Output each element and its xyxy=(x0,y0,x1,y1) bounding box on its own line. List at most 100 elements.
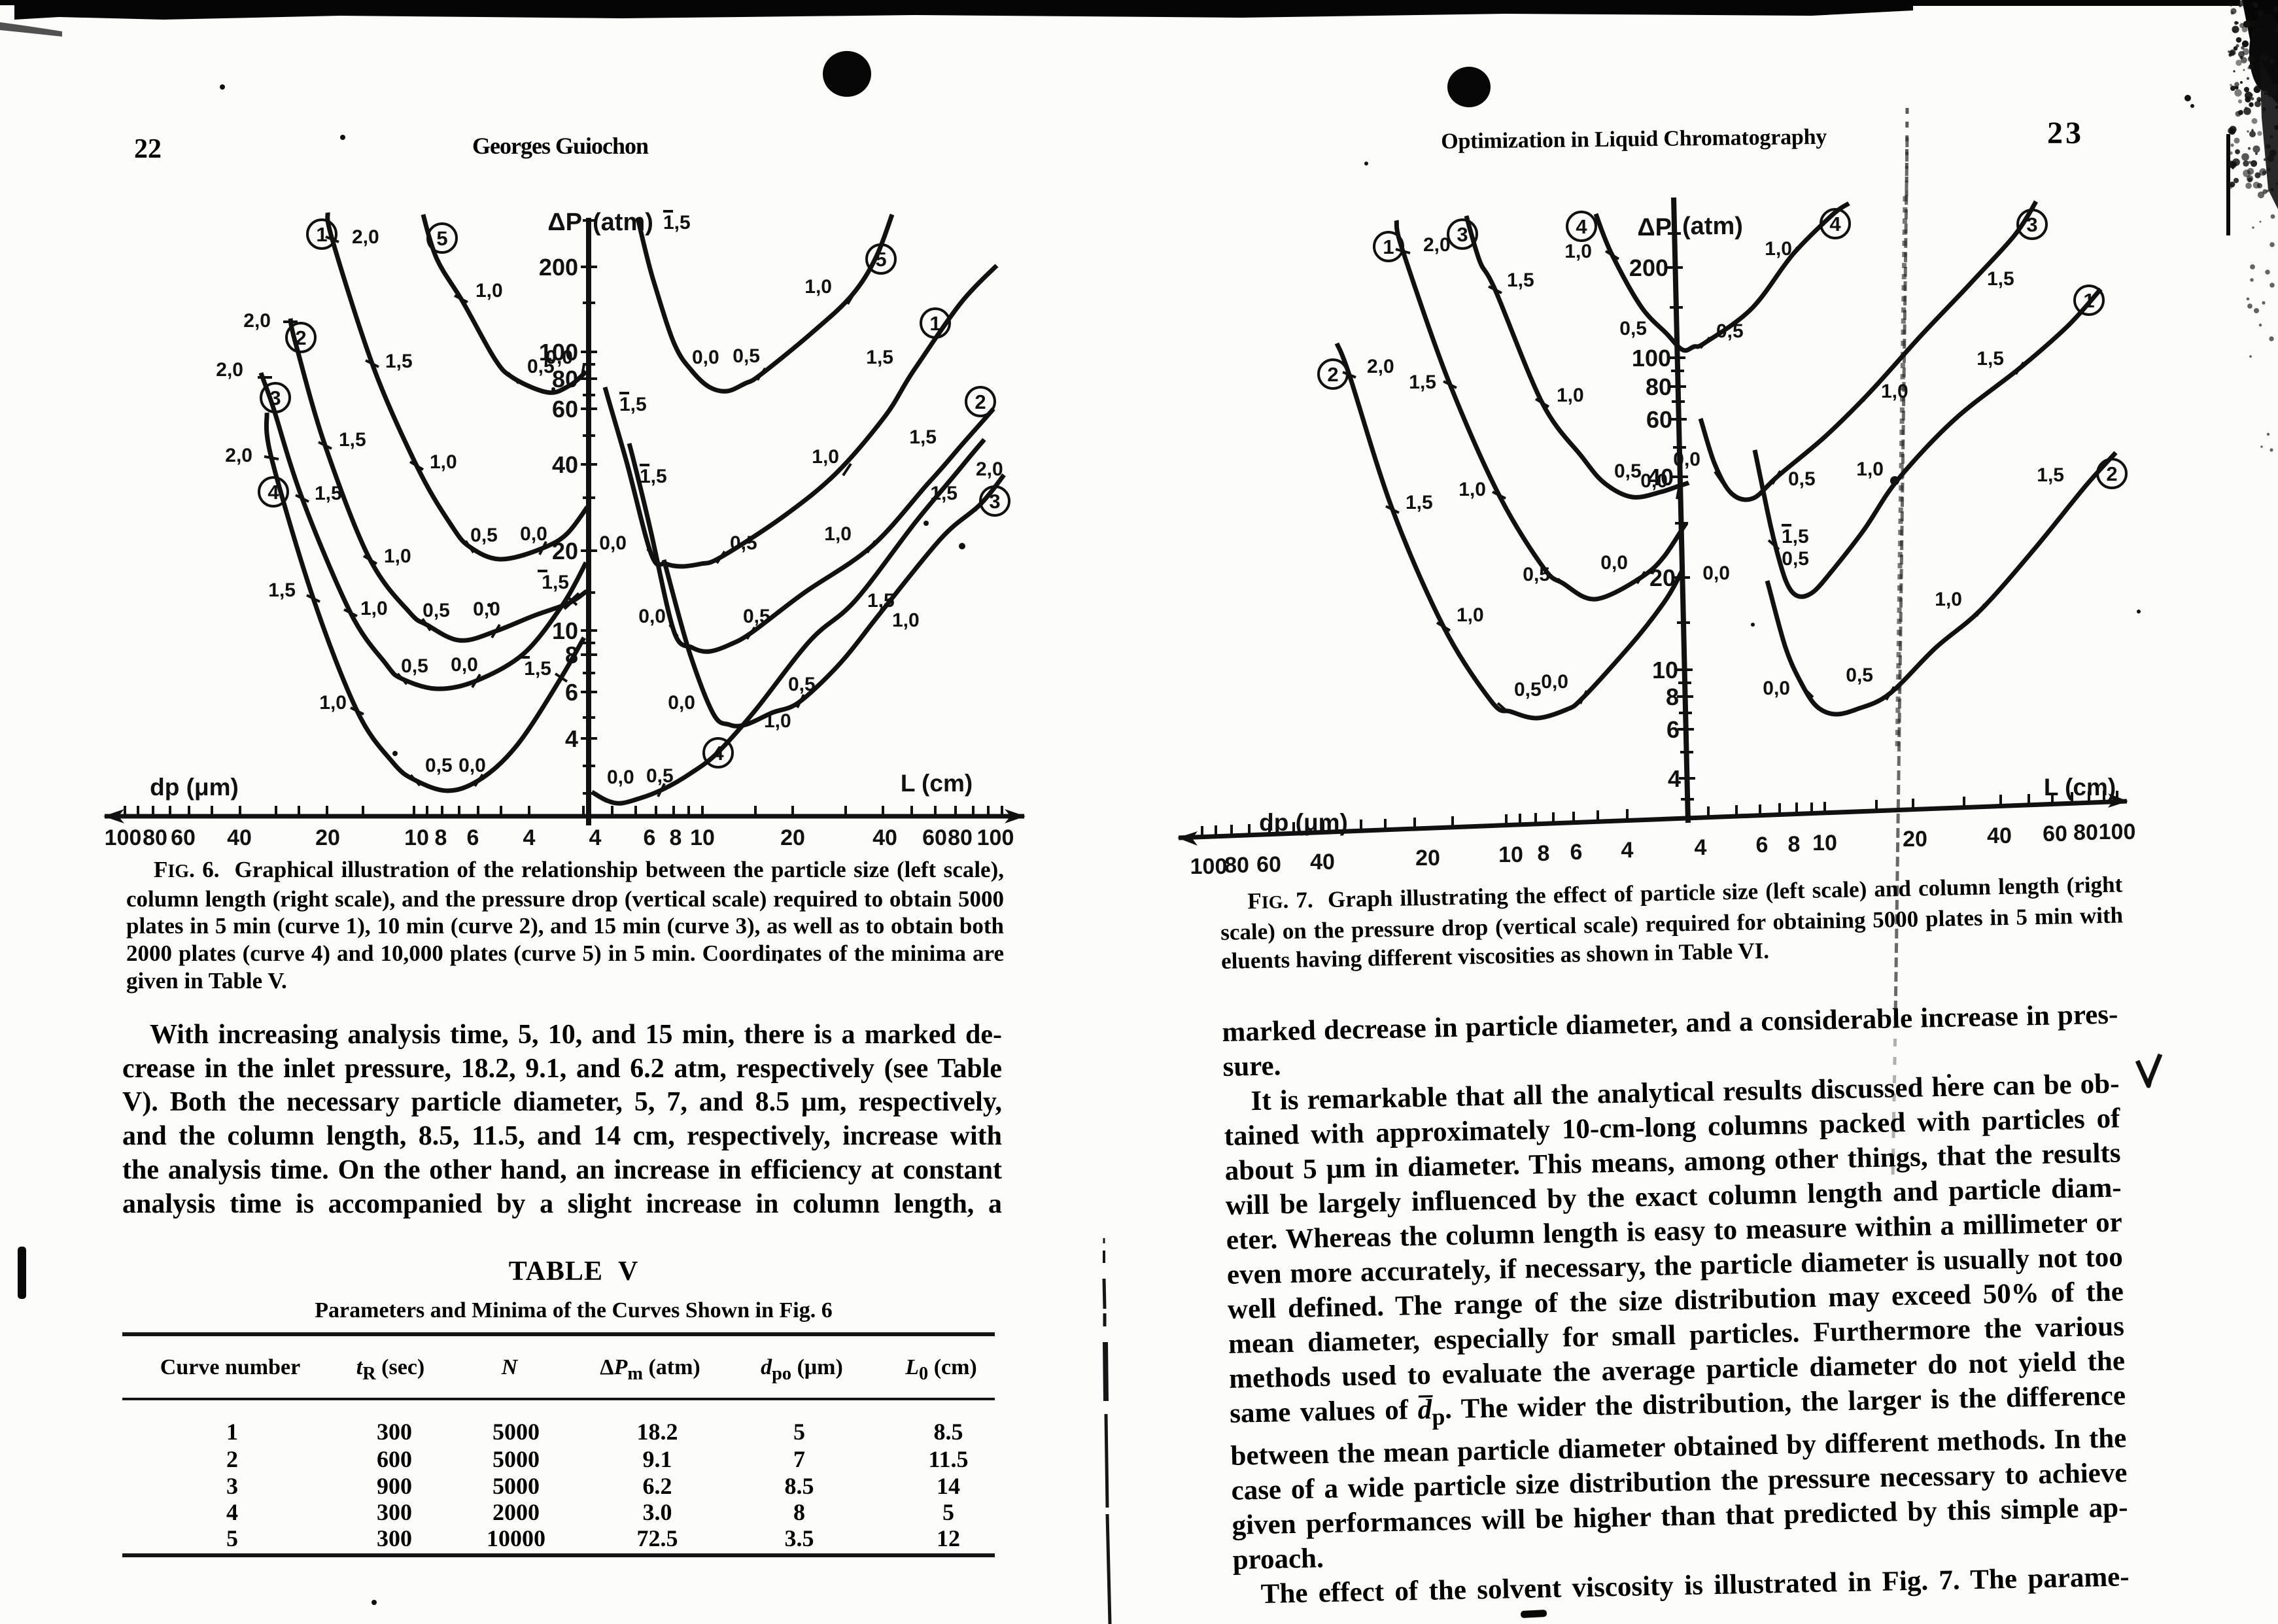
svg-text:1,5: 1,5 xyxy=(1507,269,1534,291)
svg-text:1,0: 1,0 xyxy=(430,451,457,473)
svg-text:1,0: 1,0 xyxy=(1557,385,1584,406)
svg-text:0,5: 0,5 xyxy=(425,755,453,776)
svg-text:5: 5 xyxy=(875,248,886,271)
svg-text:0,0: 0,0 xyxy=(1763,678,1790,699)
svg-text:0,0: 0,0 xyxy=(638,606,666,627)
svg-text:1,0: 1,0 xyxy=(319,692,347,714)
svg-text:1,0: 1,0 xyxy=(1458,479,1486,500)
svg-text:6: 6 xyxy=(644,825,656,850)
svg-text:0,5: 0,5 xyxy=(743,606,770,627)
svg-text:4: 4 xyxy=(1829,213,1841,235)
svg-text:2,0: 2,0 xyxy=(1367,356,1394,377)
svg-text:0,5: 0,5 xyxy=(1619,318,1647,339)
svg-text:20: 20 xyxy=(1903,827,1927,852)
svg-text:2,0: 2,0 xyxy=(243,310,271,332)
svg-text:1,0: 1,0 xyxy=(475,280,503,302)
svg-text:dp (μm): dp (μm) xyxy=(150,774,239,801)
svg-text:1,0: 1,0 xyxy=(824,523,852,545)
svg-text:3: 3 xyxy=(989,490,1000,513)
svg-text:0,0: 0,0 xyxy=(607,767,634,788)
svg-text:5: 5 xyxy=(436,227,447,250)
svg-text:1,0: 1,0 xyxy=(1935,589,1962,610)
svg-text:10: 10 xyxy=(404,825,429,850)
svg-text:(atm): (atm) xyxy=(593,209,653,236)
svg-text:0,5: 0,5 xyxy=(1788,468,1816,490)
svg-text:4: 4 xyxy=(565,725,578,752)
svg-text:1,5: 1,5 xyxy=(1987,268,2014,290)
svg-text:60: 60 xyxy=(1646,406,1672,433)
svg-text:0,0: 0,0 xyxy=(1640,470,1668,492)
svg-text:0,5: 0,5 xyxy=(733,345,760,367)
svg-text:60: 60 xyxy=(922,825,947,850)
svg-text:0,0: 0,0 xyxy=(692,347,719,368)
svg-text:3: 3 xyxy=(269,387,281,409)
svg-text:6: 6 xyxy=(1666,716,1680,743)
svg-text:60: 60 xyxy=(1256,852,1281,877)
svg-text:2: 2 xyxy=(2106,462,2117,485)
svg-text:80: 80 xyxy=(1224,853,1249,878)
svg-text:20: 20 xyxy=(315,825,340,850)
svg-text:80: 80 xyxy=(948,825,973,850)
svg-text:10: 10 xyxy=(1498,842,1523,867)
svg-text:dp (μm): dp (μm) xyxy=(1259,809,1348,836)
svg-text:1,5: 1,5 xyxy=(1409,371,1436,393)
svg-text:20: 20 xyxy=(780,825,805,850)
svg-text:1,0: 1,0 xyxy=(384,545,411,567)
svg-text:40: 40 xyxy=(552,451,578,478)
svg-text:L (cm): L (cm) xyxy=(2044,774,2116,801)
svg-text:4: 4 xyxy=(267,481,279,504)
svg-text:40: 40 xyxy=(227,825,252,850)
svg-text:3: 3 xyxy=(2026,213,2037,236)
svg-text:1,0: 1,0 xyxy=(1856,458,1884,480)
svg-text:1,5: 1,5 xyxy=(339,429,366,451)
svg-text:1,5: 1,5 xyxy=(1782,526,1809,547)
svg-text:8: 8 xyxy=(1538,841,1550,866)
svg-text:1,5: 1,5 xyxy=(909,426,937,448)
svg-text:80: 80 xyxy=(1646,373,1672,400)
svg-text:1,5: 1,5 xyxy=(866,347,893,368)
svg-text:4: 4 xyxy=(1695,835,1707,860)
svg-text:100: 100 xyxy=(977,825,1014,850)
svg-text:40: 40 xyxy=(1987,823,2012,848)
svg-text:0,0: 0,0 xyxy=(1541,671,1568,693)
svg-text:0,0: 0,0 xyxy=(1702,562,1730,584)
svg-text:1,5: 1,5 xyxy=(315,483,342,504)
svg-text:0,0: 0,0 xyxy=(520,523,547,545)
svg-text:1,0: 1,0 xyxy=(360,598,388,619)
svg-text:4: 4 xyxy=(523,825,536,850)
svg-text:2: 2 xyxy=(1327,363,1338,386)
svg-text:10: 10 xyxy=(552,617,578,644)
svg-text:1: 1 xyxy=(929,312,941,335)
svg-text:2: 2 xyxy=(295,326,306,349)
svg-text:1,5: 1,5 xyxy=(1976,348,2004,370)
svg-text:60: 60 xyxy=(552,396,578,423)
svg-text:2,0: 2,0 xyxy=(1423,234,1451,256)
svg-text:0,0: 0,0 xyxy=(473,598,500,620)
svg-text:1,0: 1,0 xyxy=(764,710,791,732)
svg-text:2,0: 2,0 xyxy=(352,226,379,248)
svg-text:1,5: 1,5 xyxy=(2037,464,2064,486)
svg-text:10: 10 xyxy=(690,825,715,850)
svg-text:2,0: 2,0 xyxy=(216,359,243,381)
svg-text:1,5: 1,5 xyxy=(867,590,895,612)
svg-text:0,0: 0,0 xyxy=(599,532,627,554)
svg-text:0,0: 0,0 xyxy=(668,692,695,714)
svg-text:0,0: 0,0 xyxy=(1600,552,1628,574)
svg-text:0,5: 0,5 xyxy=(527,356,555,377)
svg-text:0,0: 0,0 xyxy=(451,654,478,676)
svg-text:0,5: 0,5 xyxy=(1614,460,1642,482)
svg-text:4: 4 xyxy=(1576,215,1587,238)
svg-text:2,0: 2,0 xyxy=(976,458,1003,480)
svg-text:3: 3 xyxy=(1457,223,1468,246)
svg-text:4: 4 xyxy=(1621,838,1634,863)
svg-text:1: 1 xyxy=(316,223,327,246)
svg-text:8: 8 xyxy=(670,825,682,850)
svg-text:1,0: 1,0 xyxy=(1457,604,1484,626)
svg-text:4: 4 xyxy=(712,742,724,765)
svg-text:1,0: 1,0 xyxy=(1765,238,1792,260)
svg-text:0,5: 0,5 xyxy=(730,532,757,554)
svg-text:1,0: 1,0 xyxy=(812,446,839,468)
svg-text:40: 40 xyxy=(1648,464,1674,491)
svg-text:1,5: 1,5 xyxy=(640,466,667,487)
svg-text:1,0: 1,0 xyxy=(1881,381,1908,402)
